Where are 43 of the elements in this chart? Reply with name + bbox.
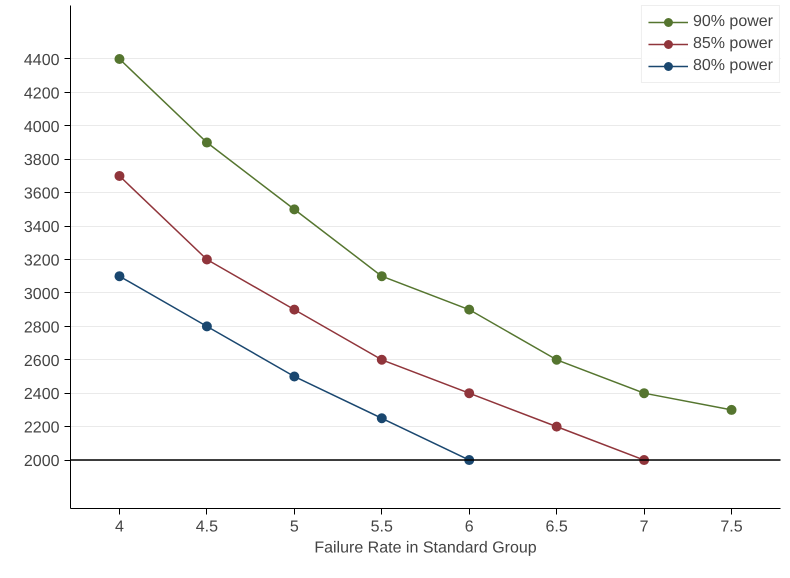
x-tick-label: 4.5 [196,518,218,536]
y-tick-label: 3400 [24,219,60,236]
point [289,204,300,214]
y-tick-label: 3600 [24,186,60,203]
y-tick-label: 2800 [24,319,60,336]
point [464,388,474,398]
point [114,271,124,282]
point [726,404,737,415]
x-tick-label: 7.5 [720,518,743,536]
point [202,321,212,332]
x-tick-label: 6.5 [546,518,568,536]
legend-label: 90% power [692,13,773,31]
x-tick-label: 7 [640,518,649,536]
y-tick-label: 3800 [24,152,60,170]
point [114,54,124,64]
x-tick-label: 4 [115,518,124,536]
y-tick-label: 3200 [24,252,60,270]
y-tick-label: 2400 [24,386,60,404]
point [289,371,300,382]
point [289,304,300,315]
point [202,254,212,264]
x-tick-label: 5.5 [370,518,394,536]
x-tick-label: 6 [464,518,474,536]
point [376,413,387,424]
point [376,271,387,282]
point [552,354,562,365]
point [376,354,387,365]
y-tick-label: 4000 [24,118,60,136]
x-axis-title: Failure Rate in Standard Group [314,540,537,556]
y-tick-label: 2600 [24,352,60,370]
y-tick-label: 3000 [24,286,60,303]
point [202,138,212,148]
y-tick-label: 2000 [24,453,60,470]
point [552,422,562,432]
x-tick-label: 5 [290,518,299,536]
point [639,388,650,398]
legend-label: 85% power [692,35,773,53]
y-tick-label: 4200 [24,85,60,102]
y-tick-label: 4400 [24,52,60,69]
y-tick-label: 2200 [24,420,60,437]
point [114,170,124,181]
point [464,304,474,315]
legend-label: 80% power [692,57,773,75]
